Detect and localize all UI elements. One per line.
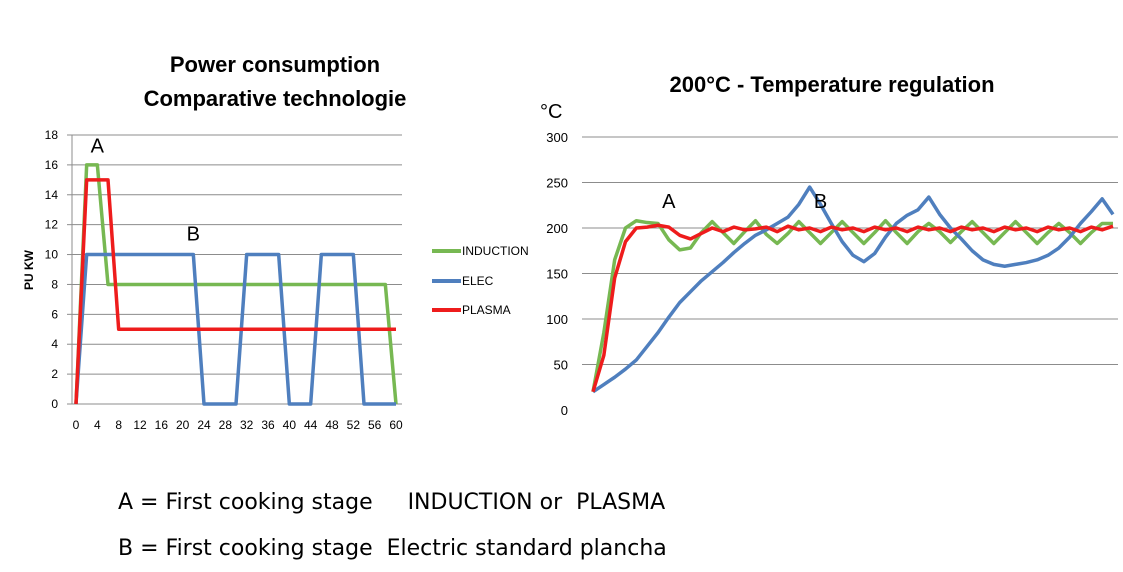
power-x-tick-label: 52 bbox=[347, 418, 361, 432]
power-chart-x-ticks: 0 4 8 12 16 20 24 28 32 36 40 44 48 52 56 60 bbox=[73, 418, 403, 432]
power-chart-title-line2: Comparative technologie bbox=[144, 86, 407, 111]
power-chart-title-line1: Power consumption bbox=[170, 52, 380, 77]
legend-label-elec: ELEC bbox=[462, 274, 494, 288]
power-x-tick-label: 32 bbox=[240, 418, 254, 432]
legend-label-plasma: PLASMA bbox=[462, 303, 511, 317]
note-b: B = First cooking stage Electric standar… bbox=[118, 536, 667, 561]
power-x-tick-label: 40 bbox=[283, 418, 297, 432]
power-x-tick-label: 20 bbox=[176, 418, 190, 432]
power-chart: Power consumption Comparative technologi… bbox=[22, 52, 529, 432]
power-x-tick-label: 36 bbox=[261, 418, 275, 432]
temperature-y-tick-label: 150 bbox=[546, 267, 568, 282]
power-chart-y-axis-label: PU KW bbox=[22, 249, 36, 290]
power-x-tick-label: 56 bbox=[368, 418, 382, 432]
power-y-tick-label: 4 bbox=[51, 337, 58, 351]
power-y-tick-label: 18 bbox=[45, 128, 59, 142]
power-chart-annotations: AB bbox=[91, 135, 200, 245]
temperature-chart: 200°C - Temperature regulation °C 0 50 100… bbox=[540, 72, 1118, 418]
temperature-y-tick-label: 50 bbox=[554, 358, 568, 373]
power-x-tick-label: 8 bbox=[115, 418, 122, 432]
legend-item-plasma: PLASMA bbox=[432, 303, 511, 317]
legend-item-induction: INDUCTION bbox=[432, 244, 529, 258]
power-x-tick-label: 0 bbox=[73, 418, 80, 432]
power-x-tick-label: 44 bbox=[304, 418, 318, 432]
power-y-tick-label: 2 bbox=[51, 367, 58, 381]
power-y-tick-label: 12 bbox=[45, 218, 59, 232]
temperature-y-tick-label: 0 bbox=[561, 403, 568, 418]
legend-item-elec: ELEC bbox=[432, 274, 494, 288]
power-x-tick-label: 60 bbox=[389, 418, 403, 432]
power-y-tick-label: 10 bbox=[45, 248, 59, 262]
power-chart-y-ticks: 0 2 4 6 8 10 12 14 16 18 bbox=[45, 128, 59, 411]
power-y-tick-label: 14 bbox=[45, 188, 59, 202]
note-a: A = First cooking stage INDUCTION or PLA… bbox=[118, 490, 666, 515]
power-y-tick-label: 8 bbox=[51, 277, 58, 291]
power-x-tick-label: 24 bbox=[197, 418, 211, 432]
power-annotation-b: B bbox=[187, 224, 200, 246]
temperature-y-tick-label: 100 bbox=[546, 312, 568, 327]
power-x-tick-label: 48 bbox=[325, 418, 339, 432]
temperature-chart-series bbox=[591, 185, 1115, 394]
power-chart-gridlines bbox=[67, 134, 402, 405]
power-y-tick-label: 0 bbox=[51, 397, 58, 411]
temperature-annotation-a: A bbox=[662, 191, 676, 213]
chart-canvas: Power consumption Comparative technologi… bbox=[22, 52, 1118, 432]
power-annotation-a: A bbox=[91, 135, 105, 157]
power-series-induction bbox=[74, 163, 398, 405]
power-x-tick-label: 4 bbox=[94, 418, 101, 432]
power-x-tick-label: 12 bbox=[133, 418, 147, 432]
legend-label-induction: INDUCTION bbox=[462, 244, 529, 258]
temperature-chart-y-axis-label: °C bbox=[540, 101, 562, 123]
temperature-chart-title: 200°C - Temperature regulation bbox=[669, 72, 994, 97]
temperature-chart-y-ticks: 0 50 100 150 200 250 300 bbox=[546, 130, 568, 418]
temperature-y-tick-label: 200 bbox=[546, 221, 568, 236]
temperature-series-elec bbox=[592, 185, 1115, 394]
power-x-tick-label: 28 bbox=[219, 418, 233, 432]
temperature-series-plasma bbox=[591, 223, 1114, 393]
power-y-tick-label: 16 bbox=[45, 158, 59, 172]
power-y-tick-label: 6 bbox=[51, 307, 58, 321]
temperature-series-induction bbox=[591, 218, 1113, 393]
power-series-plasma bbox=[74, 178, 396, 405]
power-chart-series bbox=[74, 163, 398, 406]
power-chart-legend: INDUCTION ELEC PLASMA bbox=[432, 244, 529, 317]
temperature-y-tick-label: 300 bbox=[546, 130, 568, 145]
power-x-tick-label: 16 bbox=[155, 418, 169, 432]
temperature-y-tick-label: 250 bbox=[546, 176, 568, 191]
temperature-annotation-b: B bbox=[814, 191, 827, 213]
